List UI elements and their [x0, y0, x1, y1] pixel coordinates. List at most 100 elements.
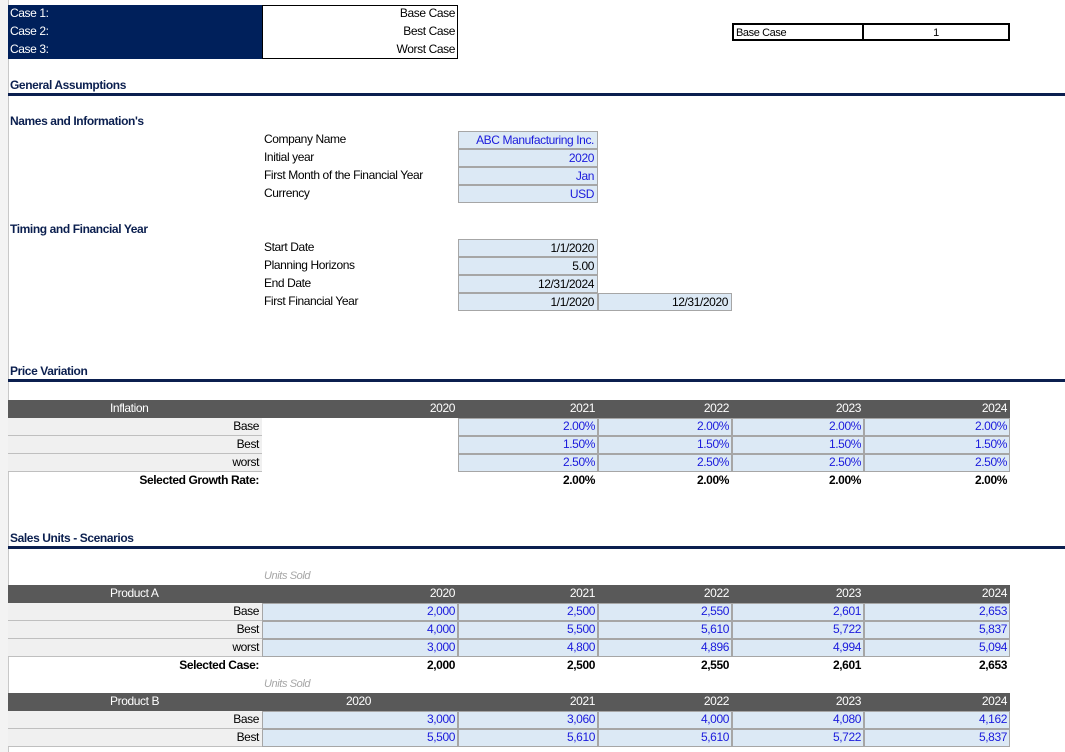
scenario-value[interactable] [864, 711, 1010, 729]
year-header: 2024 [981, 586, 1008, 600]
scenario-value[interactable] [598, 436, 732, 454]
year-header: 2024 [981, 401, 1008, 415]
scenario-value[interactable] [864, 639, 1010, 657]
scenario-value[interactable] [732, 711, 864, 729]
year-header: 2021 [569, 401, 596, 415]
scenario-value[interactable] [262, 621, 458, 639]
selected-value: 2,550 [700, 658, 729, 672]
scenario-value-text: 2,550 [700, 604, 729, 618]
scenario-value[interactable] [458, 711, 598, 729]
field-label: First Month of the Financial Year [264, 168, 423, 182]
year-header: 2020 [429, 586, 456, 600]
field-label: Start Date [264, 240, 315, 254]
scenario-value[interactable] [864, 729, 1010, 747]
row-headers[interactable] [0, 0, 9, 752]
scenario-value-text: 2,500 [566, 604, 595, 618]
scenario-value[interactable] [598, 418, 732, 436]
table-header-label: Product A [110, 586, 159, 600]
scenario-value-text: 2,601 [832, 604, 861, 618]
table-header-row [8, 585, 1010, 603]
table-header-label: Product B [110, 694, 160, 708]
field-input[interactable]: 1/1/2020 [458, 293, 598, 311]
field-input[interactable]: 1/1/2020 [458, 239, 598, 257]
scenario-value[interactable] [458, 729, 598, 747]
scenario-value[interactable] [732, 729, 864, 747]
scenario-value[interactable] [458, 621, 598, 639]
scenario-value[interactable] [864, 418, 1010, 436]
scenario-value-text: 2,653 [978, 604, 1007, 618]
scenario-value[interactable] [598, 621, 732, 639]
scenario-value[interactable] [458, 436, 598, 454]
case-label: Case 2: [10, 24, 49, 38]
scenario-value[interactable] [262, 729, 458, 747]
section-divider [8, 379, 1065, 382]
case-value[interactable]: Best Case [403, 24, 455, 38]
scenario-value[interactable] [864, 621, 1010, 639]
field-input[interactable]: Jan [458, 167, 598, 185]
field-input-extra[interactable]: 12/31/2020 [598, 293, 732, 311]
scenario-value[interactable] [732, 418, 864, 436]
scenario-value-text: 2.00% [828, 419, 861, 433]
case-label-block [8, 5, 262, 59]
selected-value: 2.00% [828, 473, 861, 487]
section-title-general: General Assumptions [10, 78, 126, 92]
subsection-timing: Timing and Financial Year [10, 222, 148, 236]
field-input[interactable]: 12/31/2024 [458, 275, 598, 293]
selected-value: 2.00% [696, 473, 729, 487]
field-label: Initial year [264, 150, 314, 164]
scenario-value-text: 4,080 [832, 712, 861, 726]
scenario-value-text: 4,800 [566, 640, 595, 654]
scenario-value[interactable] [732, 639, 864, 657]
scenario-value-text: 4,162 [978, 712, 1007, 726]
scenario-value-text: 2.50% [974, 455, 1007, 469]
year-header: 2020 [429, 401, 456, 415]
scenario-value[interactable] [598, 603, 732, 621]
table-header-row [8, 400, 1010, 418]
scenario-value[interactable] [732, 603, 864, 621]
scenario-value-text: 4,000 [426, 622, 455, 636]
selected-value: 2,000 [426, 658, 455, 672]
scenario-value[interactable] [598, 639, 732, 657]
units-caption: Units Sold [264, 570, 311, 582]
scenario-value[interactable] [732, 454, 864, 472]
case-label: Case 3: [10, 42, 49, 56]
scenario-value[interactable] [598, 729, 732, 747]
field-input[interactable]: ABC Manufacturing Inc. [458, 131, 598, 149]
section-divider [8, 546, 1065, 549]
case-value[interactable]: Base Case [399, 6, 456, 20]
scenario-label: Best [8, 621, 262, 639]
scenario-value-text: 2.50% [828, 455, 861, 469]
scenario-value[interactable] [598, 454, 732, 472]
scenario-value[interactable] [458, 454, 598, 472]
scenario-value-text: 5,094 [978, 640, 1007, 654]
case-value[interactable]: Worst Case [396, 42, 456, 56]
field-label: Company Name [264, 132, 346, 146]
scenario-label: worst [8, 454, 262, 472]
field-input[interactable]: 2020 [458, 149, 598, 167]
scenario-label: Best [8, 729, 262, 747]
field-input[interactable]: 5.00 [458, 257, 598, 275]
scenario-value[interactable] [732, 621, 864, 639]
scenario-value-text: 3,000 [426, 640, 455, 654]
scenario-value[interactable] [864, 436, 1010, 454]
scenario-value[interactable] [458, 639, 598, 657]
scenario-label: Base [8, 418, 262, 436]
scenario-value-text: 4,896 [700, 640, 729, 654]
scenario-value[interactable] [262, 603, 458, 621]
section-title-sales: Sales Units - Scenarios [10, 531, 134, 545]
scenario-value[interactable] [598, 711, 732, 729]
units-caption: Units Sold [264, 678, 311, 690]
scenario-value[interactable] [262, 639, 458, 657]
scenario-value-text: 1.50% [696, 437, 729, 451]
scenario-value[interactable] [864, 603, 1010, 621]
scenario-value-text: 5,610 [700, 730, 729, 744]
scenario-value[interactable] [262, 711, 458, 729]
scenario-value[interactable] [458, 418, 598, 436]
selected-case-index[interactable]: 1 [864, 23, 1010, 41]
scenario-value[interactable] [864, 454, 1010, 472]
field-label: End Date [264, 276, 311, 290]
selected-case-name[interactable]: Base Case [732, 23, 864, 41]
scenario-value[interactable] [458, 603, 598, 621]
field-input[interactable]: USD [458, 185, 598, 203]
scenario-value[interactable] [732, 436, 864, 454]
